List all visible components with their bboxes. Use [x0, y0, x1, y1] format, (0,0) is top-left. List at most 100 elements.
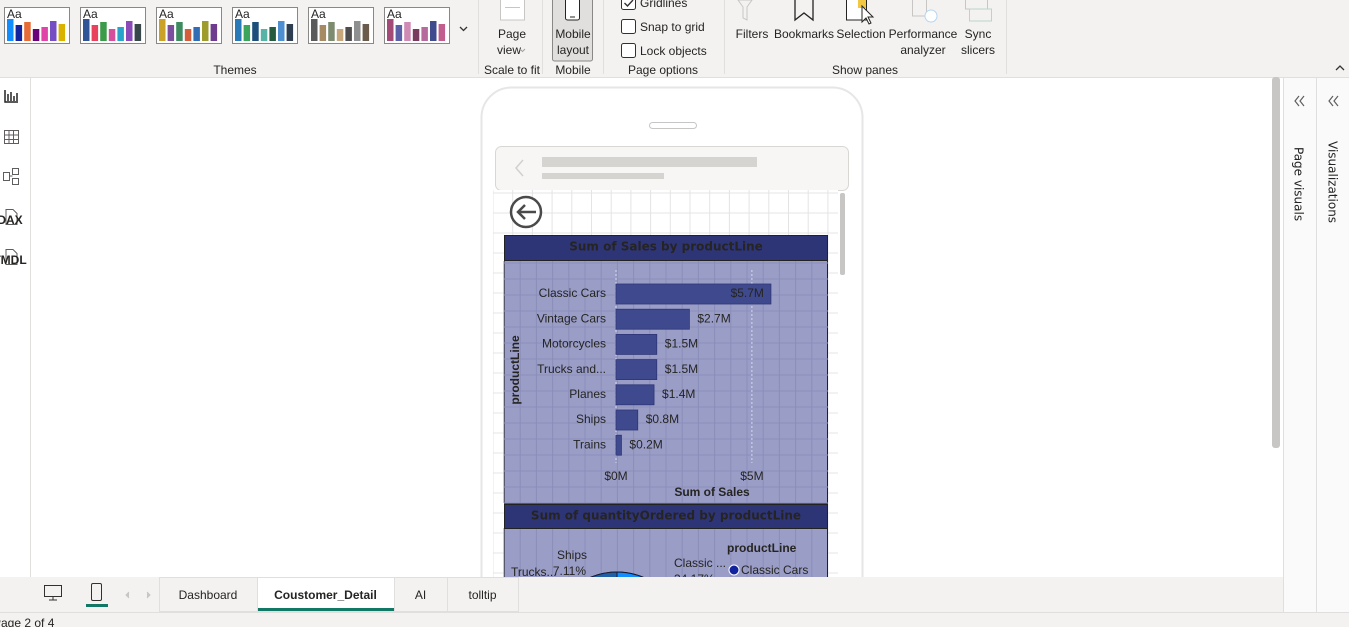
bar[interactable] — [615, 333, 658, 355]
theme-swatch — [286, 24, 294, 41]
page-tab[interactable] — [159, 577, 258, 612]
data-label: $0.2M — [629, 437, 662, 451]
pane-button-label[interactable]: Selection — [836, 27, 885, 41]
page-tab[interactable] — [257, 577, 395, 612]
theme-swatch — [202, 21, 209, 41]
model-icon — [3, 168, 19, 185]
visual-header — [504, 504, 828, 529]
desktop-icon[interactable] — [44, 585, 62, 597]
phone-speaker — [649, 122, 697, 129]
page-tab[interactable] — [447, 577, 519, 612]
phone-back-chevron — [515, 159, 524, 177]
pane-title[interactable]: Visualizations — [1326, 141, 1340, 223]
visual-header — [504, 235, 828, 261]
tab-label[interactable]: AI — [415, 588, 426, 602]
theme-swatch — [15, 25, 23, 41]
pane-button-label[interactable]: Bookmarks — [774, 27, 834, 41]
status-bg — [0, 612, 1349, 627]
theme-swatch — [193, 27, 200, 41]
theme-swatch — [83, 19, 90, 41]
nav-icon-label: TMDL — [0, 253, 27, 267]
group-label: Mobile — [555, 63, 591, 77]
nav-icon-label: DAX — [0, 213, 23, 227]
mobile-icon — [565, 0, 580, 21]
visual-title: Sum of Sales by productLine — [569, 240, 763, 254]
group-label: Themes — [213, 63, 256, 77]
pane-title[interactable]: Page visuals — [1292, 147, 1306, 221]
page-tab[interactable] — [394, 577, 448, 612]
data-label: $5.7M — [731, 286, 764, 300]
theme-gallery-more[interactable] — [456, 7, 471, 43]
theme-aa: Aa — [83, 7, 98, 21]
active-tab-indicator — [258, 608, 394, 611]
checkmark — [624, 0, 634, 8]
y-tick-label: Motorcycles — [542, 337, 606, 351]
page-view-caret — [519, 48, 526, 53]
group-label: Page options — [628, 63, 698, 77]
tab-label[interactable]: Dashboard — [179, 588, 238, 602]
theme-aa: Aa — [7, 7, 22, 21]
theme-swatch — [58, 24, 66, 41]
theme-swatch — [404, 22, 411, 41]
theme-swatch — [243, 25, 251, 41]
legend-item: Classic Cars — [741, 563, 808, 577]
bar[interactable] — [615, 409, 639, 431]
theme-aa: Aa — [159, 7, 174, 21]
checkbox[interactable] — [621, 19, 636, 34]
pie-label: Classic ... — [674, 556, 726, 570]
data-label: $2.7M — [697, 311, 730, 325]
theme-swatch — [126, 21, 133, 41]
theme-swatch — [210, 24, 218, 41]
ribbon: Aa Aa Aa Aa Aa Aa Themes Scale to fit Mobile Page… — [0, 0, 1349, 78]
phone-icon[interactable] — [91, 583, 102, 601]
data-label: $1.5M — [665, 362, 698, 376]
theme-swatch — [345, 27, 352, 41]
bar[interactable] — [615, 434, 622, 456]
group-label: Show panes — [832, 63, 898, 77]
x-tick-label: $0M — [604, 469, 627, 483]
theme-swatch — [24, 22, 31, 41]
bar[interactable] — [615, 384, 655, 406]
checkbox-label: Gridlines — [640, 0, 687, 10]
y-tick-label: Trucks and... — [537, 362, 606, 376]
phone-underline — [86, 604, 108, 607]
tab-label[interactable]: Coustomer_Detail — [274, 588, 377, 602]
theme-swatch — [269, 27, 276, 41]
collapse-ribbon[interactable] — [1335, 65, 1345, 71]
pane-button-label: Filters — [736, 27, 769, 41]
theme-swatch — [167, 25, 175, 41]
filters-icon — [737, 0, 753, 21]
perf-icon-clock — [924, 9, 938, 23]
data-label: $1.4M — [662, 387, 695, 401]
header-placeholder — [542, 173, 664, 179]
theme-swatch — [362, 24, 370, 41]
theme-swatch — [278, 21, 285, 41]
theme-swatch — [176, 22, 183, 41]
phone-content: Sum of Sales by productLine $0M $5M Sum of … — [493, 190, 838, 577]
theme-swatch — [421, 27, 428, 41]
canvas-scrollbar — [1272, 77, 1280, 448]
theme-swatch — [50, 21, 57, 41]
mobile-layout-button[interactable] — [552, 0, 593, 62]
theme-swatch — [311, 19, 318, 41]
chevron-down — [459, 26, 468, 32]
bar[interactable] — [615, 308, 690, 330]
checkbox[interactable] — [621, 43, 636, 58]
table-icon-lines — [4, 130, 19, 144]
y-tick-label: Ships — [576, 412, 606, 426]
expand-pane[interactable] — [1328, 95, 1339, 107]
expand-pane[interactable] — [1294, 95, 1305, 107]
theme-swatch — [41, 27, 48, 41]
theme-swatch — [328, 22, 335, 41]
tab-label[interactable]: tolltip — [468, 588, 496, 602]
perf-icon — [912, 0, 927, 17]
checkbox-label: Lock objects — [640, 44, 707, 58]
theme-swatch — [7, 19, 14, 41]
mobile-layout-label: layout — [557, 43, 590, 57]
sync-icon-2 — [969, 8, 992, 22]
bar[interactable] — [615, 283, 772, 305]
bookmark-icon — [794, 0, 814, 22]
pie-slice — [590, 571, 618, 577]
bar[interactable] — [615, 359, 658, 381]
